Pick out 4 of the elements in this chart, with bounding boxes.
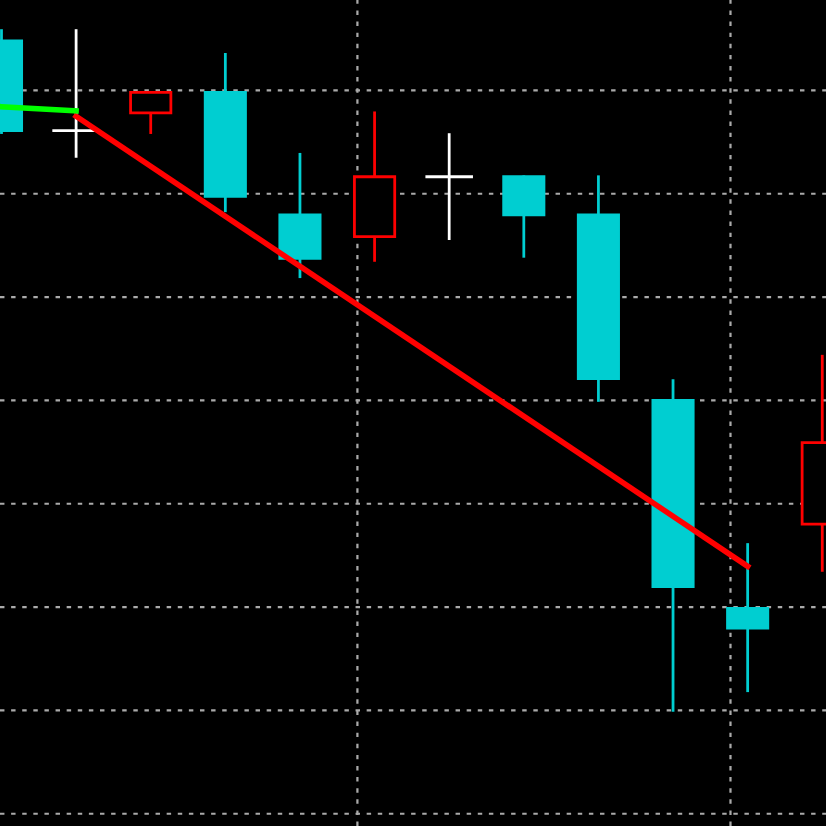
candlestick	[726, 543, 770, 693]
candlestick	[129, 91, 173, 134]
candlestick	[278, 152, 322, 279]
candlestick	[502, 175, 546, 258]
